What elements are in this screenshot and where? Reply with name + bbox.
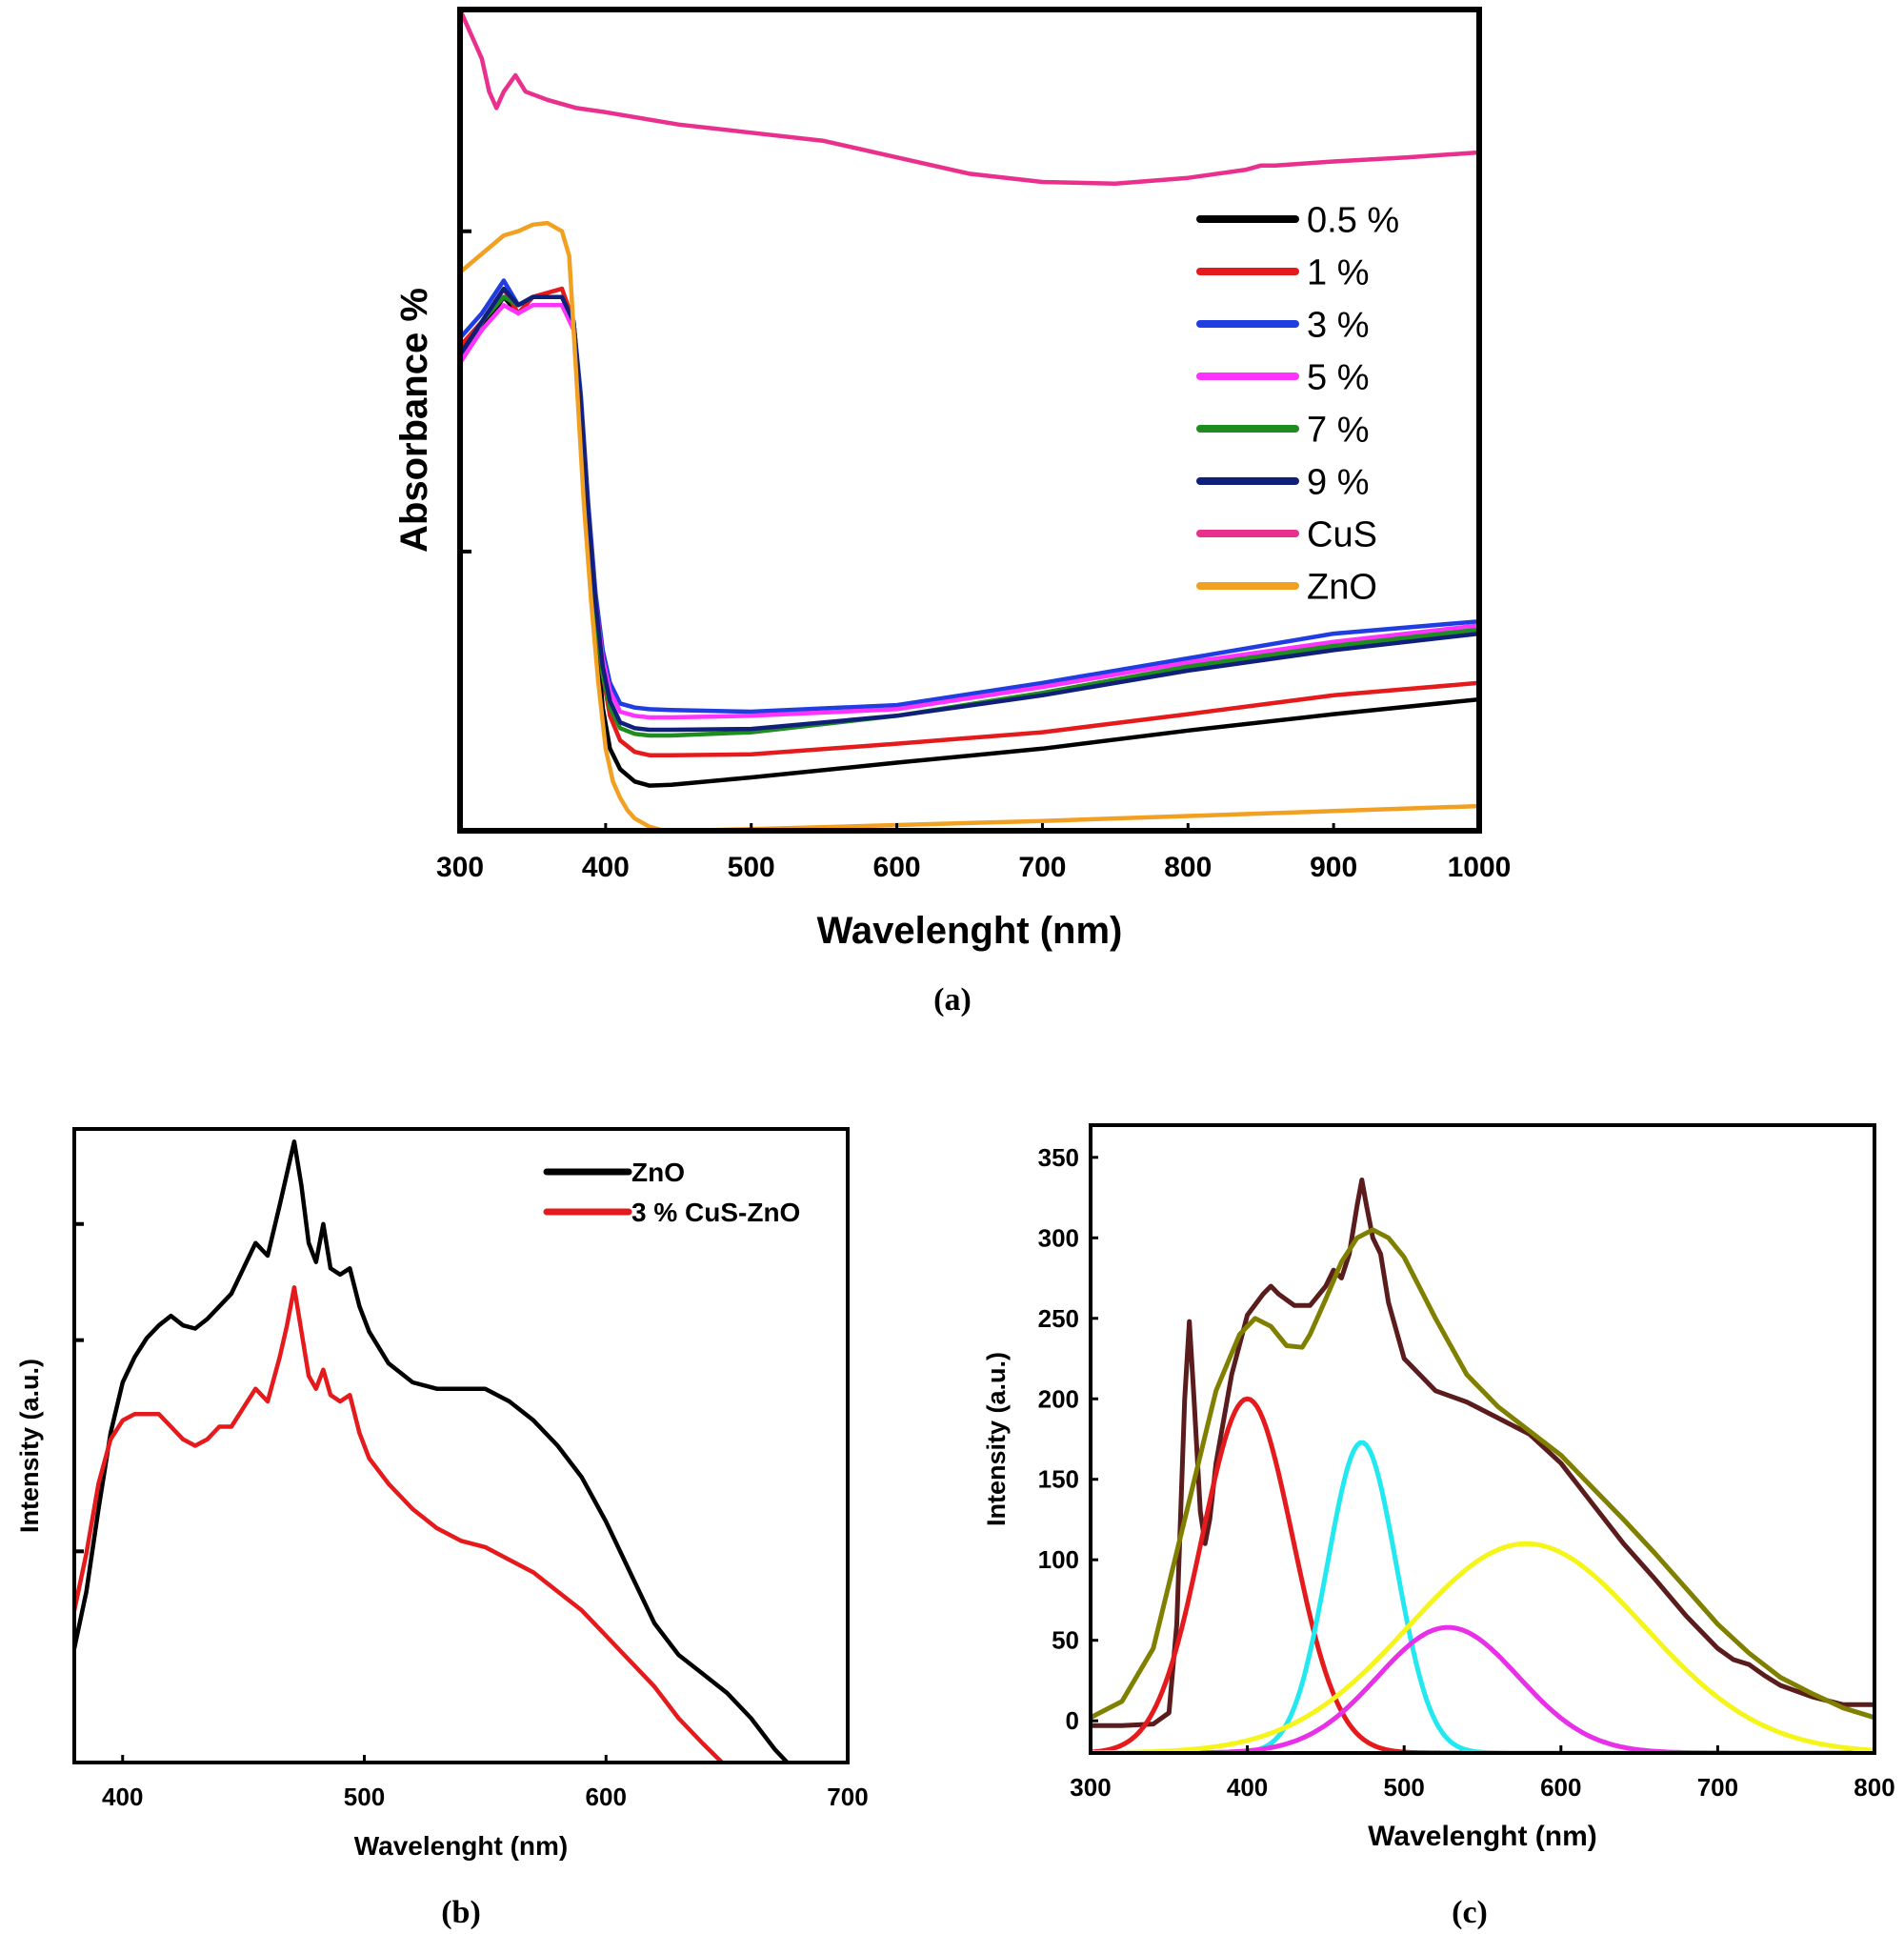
legend-label: ZnO xyxy=(631,1158,685,1187)
x-tick-label: 400 xyxy=(582,852,630,883)
x-tick-label: 700 xyxy=(1697,1773,1738,1802)
x-tick-label: 600 xyxy=(873,852,921,883)
x-tick-label: 600 xyxy=(1540,1773,1581,1802)
x-axis-label: Wavelenght (nm) xyxy=(817,910,1123,952)
x-tick-label: 800 xyxy=(1164,852,1212,883)
y-tick-label: 0 xyxy=(1066,1706,1079,1735)
y-tick-label: 100 xyxy=(1038,1545,1079,1574)
x-tick-label: 500 xyxy=(344,1783,385,1811)
series-group xyxy=(1091,1178,1874,1753)
series-group xyxy=(460,10,1479,831)
series-line-3-cus-zno xyxy=(74,1285,725,1763)
legend-label: ZnO xyxy=(1307,568,1377,608)
y-axis-label: Absorbance % xyxy=(393,288,435,553)
series-line-peak-4 xyxy=(1091,1541,1874,1753)
panel-label: (c) xyxy=(1452,1895,1488,1930)
x-tick-label: 300 xyxy=(1070,1773,1111,1802)
series-line-peak-3 xyxy=(1091,1624,1874,1753)
y-tick-label: 350 xyxy=(1038,1143,1079,1172)
series-line-zno xyxy=(74,1139,790,1763)
series-group xyxy=(74,1139,790,1763)
plot-frame xyxy=(72,1127,850,1764)
chart-c: 300 400 500 600 700 800 0 50 100 150 200 250 300 350 W… xyxy=(982,1123,1895,1930)
plot-frame xyxy=(457,7,1482,834)
x-tick-label: 400 xyxy=(102,1783,143,1811)
x-tick-label: 900 xyxy=(1310,852,1357,883)
y-tick-label: 50 xyxy=(1052,1626,1079,1655)
panel-label: (a) xyxy=(933,982,972,1017)
series-line-zno xyxy=(460,220,1479,831)
series-line-cus xyxy=(460,10,1479,186)
x-axis-label: Wavelenght (nm) xyxy=(354,1831,569,1861)
y-axis-label: Intensity (a.u.) xyxy=(982,1352,1011,1526)
legend: ZnO 3 % CuS-ZnO xyxy=(543,1158,800,1227)
legend-label: 5 % xyxy=(1307,358,1369,398)
series-line-peak-1 xyxy=(1091,1396,1874,1753)
x-tick-label: 600 xyxy=(586,1783,627,1811)
plot-frame xyxy=(1089,1123,1876,1755)
x-tick-label: 500 xyxy=(1384,1773,1425,1802)
legend-label: 0.5 % xyxy=(1307,201,1399,241)
x-tick-label: 700 xyxy=(827,1783,868,1811)
legend: 0.5 % 1 % 3 % 5 % 7 % 9 % CuS ZnO xyxy=(1196,201,1399,608)
x-tick-label: 500 xyxy=(728,852,775,883)
legend-label: 3 % CuS-ZnO xyxy=(631,1198,800,1227)
x-tick-label: 300 xyxy=(436,852,484,883)
x-tick-label: 1000 xyxy=(1448,852,1512,883)
legend-label: 9 % xyxy=(1307,463,1369,503)
legend-label: CuS xyxy=(1307,515,1377,555)
y-tick-label: 300 xyxy=(1038,1223,1079,1252)
chart-b: 400 500 600 700 Wavelenght (nm) Intensity (a.… xyxy=(15,1127,869,1930)
legend-label: 1 % xyxy=(1307,253,1369,293)
x-axis-label: Wavelenght (nm) xyxy=(1368,1821,1597,1852)
legend-label: 3 % xyxy=(1307,306,1369,346)
series-line-peak-2 xyxy=(1091,1440,1874,1753)
y-tick-label: 250 xyxy=(1038,1304,1079,1333)
series-line-9- xyxy=(460,286,1479,733)
x-tick-label: 400 xyxy=(1227,1773,1268,1802)
series-line-envelope-fit xyxy=(1091,1227,1874,1721)
y-tick-label: 200 xyxy=(1038,1384,1079,1413)
legend-label: 7 % xyxy=(1307,411,1369,451)
x-tick-label: 800 xyxy=(1854,1773,1894,1802)
y-axis-label: Intensity (a.u.) xyxy=(15,1359,44,1533)
y-tick-label: 150 xyxy=(1038,1465,1079,1494)
x-tick-label: 700 xyxy=(1018,852,1066,883)
panel-label: (b) xyxy=(441,1895,481,1930)
chart-a: 300 400 500 600 700 800 900 1000 Wavelenght (nm)… xyxy=(393,7,1512,1017)
